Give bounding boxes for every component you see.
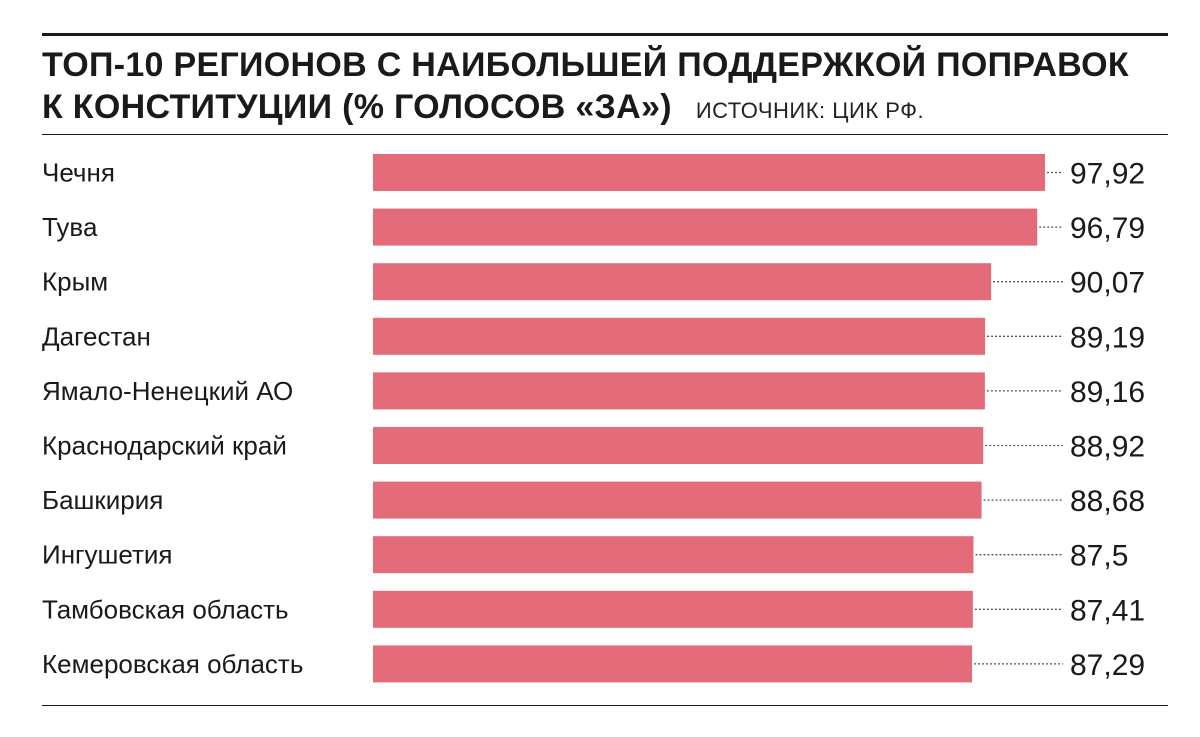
bar	[373, 536, 974, 574]
category-label: Кемеровская область	[42, 649, 303, 679]
title-line-2: К КОНСТИТУЦИИ (% ГОЛОСОВ «ЗА») ИСТОЧНИК: …	[42, 86, 1168, 132]
category-label: Башкирия	[42, 485, 163, 515]
title-line-1: ТОП-10 РЕГИОНОВ С НАИБОЛЬШЕЙ ПОДДЕРЖКОЙ …	[42, 46, 1129, 84]
value-label: 87,41	[1070, 594, 1145, 627]
value-label: 87,5	[1070, 540, 1128, 573]
bar	[373, 427, 984, 464]
bar	[373, 645, 973, 683]
category-label: Тува	[42, 212, 98, 242]
bar	[373, 208, 1038, 246]
value-label: 90,07	[1070, 267, 1145, 300]
bottom-rule	[42, 705, 1168, 706]
top-rule	[42, 33, 1168, 36]
bar	[373, 263, 992, 301]
category-label: Дагестан	[42, 321, 151, 351]
bar	[373, 154, 1045, 191]
value-label: 96,79	[1070, 212, 1145, 245]
bar	[373, 317, 986, 355]
header-divider	[42, 134, 1168, 135]
value-label: 88,92	[1070, 431, 1145, 464]
bar	[373, 481, 982, 519]
category-label: Ингушетия	[42, 540, 173, 570]
value-label: 89,19	[1070, 321, 1145, 354]
value-label: 87,29	[1070, 649, 1145, 682]
category-label: Тамбовская область	[42, 594, 289, 624]
value-label: 97,92	[1070, 158, 1145, 191]
bar	[373, 590, 973, 628]
chart-title: ТОП-10 РЕГИОНОВ С НАИБОЛЬШЕЙ ПОДДЕРЖКОЙ …	[42, 44, 1168, 132]
category-label: Крым	[42, 267, 108, 297]
value-label: 89,16	[1070, 376, 1145, 409]
bar	[373, 372, 985, 410]
value-label: 88,68	[1070, 485, 1145, 518]
category-label: Краснодарский край	[42, 431, 287, 461]
title-line-2-text: К КОНСТИТУЦИИ (% ГОЛОСОВ «ЗА»)	[42, 88, 672, 126]
category-label: Чечня	[42, 158, 115, 188]
category-label: Ямало-Ненецкий АО	[42, 376, 293, 406]
source-note: ИСТОЧНИК: ЦИК РФ.	[695, 98, 925, 123]
